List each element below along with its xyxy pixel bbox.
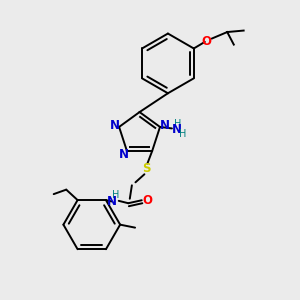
Text: N: N [106,195,117,208]
Text: S: S [142,162,151,176]
Text: H: H [179,129,186,140]
Text: N: N [171,123,182,136]
Text: H: H [112,190,119,200]
Text: O: O [143,194,153,207]
Text: N: N [160,119,170,132]
Text: O: O [201,34,211,47]
Text: N: N [119,148,129,161]
Text: H: H [174,119,181,129]
Text: N: N [110,119,120,132]
